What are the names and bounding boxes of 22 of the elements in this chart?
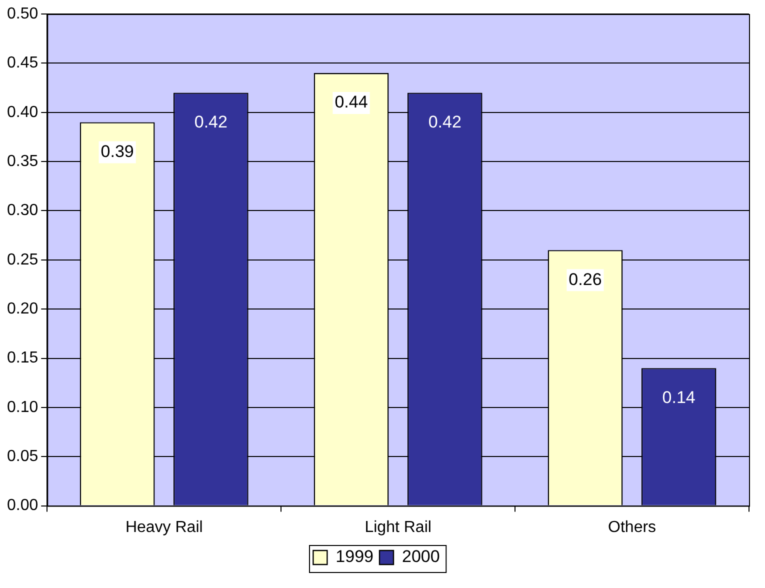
y-tick-label: 0.00 (7, 497, 38, 514)
x-tick-label: Light Rail (364, 518, 432, 536)
y-tick-label: 0.05 (7, 448, 38, 466)
data-label: 0.14 (662, 388, 696, 407)
data-label: 0.42 (194, 112, 228, 132)
y-tick-label: 0.45 (7, 54, 38, 72)
data-label: 0.26 (568, 270, 602, 289)
data-label: 0.44 (334, 92, 368, 112)
legend-label: 2000 (402, 547, 440, 566)
x-tick-label: Others (608, 518, 656, 536)
y-tick-label: 0.30 (7, 202, 38, 220)
y-tick-label: 0.25 (7, 251, 38, 268)
y-tick-label: 0.10 (7, 398, 38, 416)
y-tick-label: 0.35 (7, 152, 38, 170)
x-tick-label: Heavy Rail (125, 518, 203, 536)
y-tick-label: 0.20 (7, 300, 38, 318)
y-tick-label: 0.15 (7, 350, 38, 367)
legend-label: 1999 (336, 547, 374, 566)
y-tick-label: 0.50 (7, 5, 38, 22)
data-label: 0.42 (428, 112, 462, 132)
y-tick-label: 0.40 (7, 104, 38, 121)
data-label: 0.39 (100, 142, 134, 161)
